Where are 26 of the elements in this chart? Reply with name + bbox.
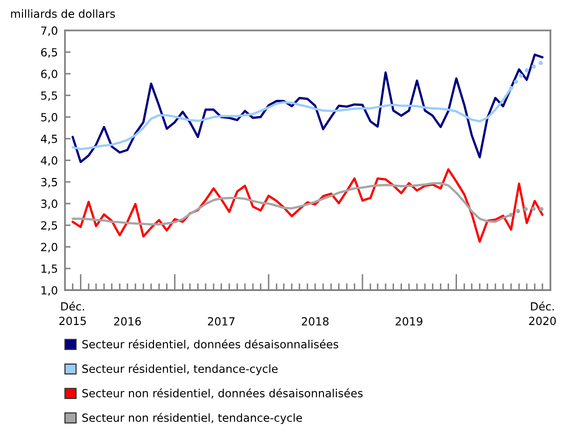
x-tick-label: 2018 — [302, 317, 329, 326]
x-tick-label: Déc. 2020 — [529, 302, 556, 326]
legend-label: Secteur résidentiel, tendance-cycle — [82, 364, 278, 376]
y-tick-label: 5,5 — [41, 91, 58, 101]
y-tick-label: 4,0 — [40, 156, 58, 166]
y-tick-label: 2,0 — [41, 242, 58, 252]
x-tick-label: 2017 — [208, 317, 234, 326]
x-tick-label: Déc. 2015 — [59, 302, 86, 326]
legend-label: Secteur non résidentiel, tendance-cycle — [82, 412, 302, 424]
y-tick-label: 2,5 — [41, 221, 58, 231]
x-tick-label: 2016 — [114, 317, 141, 326]
line-series — [72, 54, 544, 164]
legend-label: Secteur résidentiel, données désaisonnalisées — [82, 339, 338, 350]
y-tick-label: 3,0 — [41, 200, 58, 210]
x-tick-label: 2019 — [396, 317, 422, 326]
y-tick-label: 7,0 — [41, 26, 58, 36]
y-axis-title: milliards de dollars — [11, 9, 115, 18]
line-series — [72, 168, 544, 243]
y-tick-label: 1,0 — [42, 286, 58, 296]
y-tick-label: 4,5 — [40, 134, 58, 144]
y-tick-label: 6,0 — [41, 70, 58, 80]
y-tick-label: 6,5 — [41, 48, 58, 58]
y-tick-label: 1,5 — [42, 264, 58, 274]
y-tick-label: 3,5 — [41, 178, 58, 188]
legend-label: Secteur non résidentiel, données désaisonnalisées — [82, 388, 363, 399]
y-tick-label: 5,0 — [41, 112, 58, 123]
